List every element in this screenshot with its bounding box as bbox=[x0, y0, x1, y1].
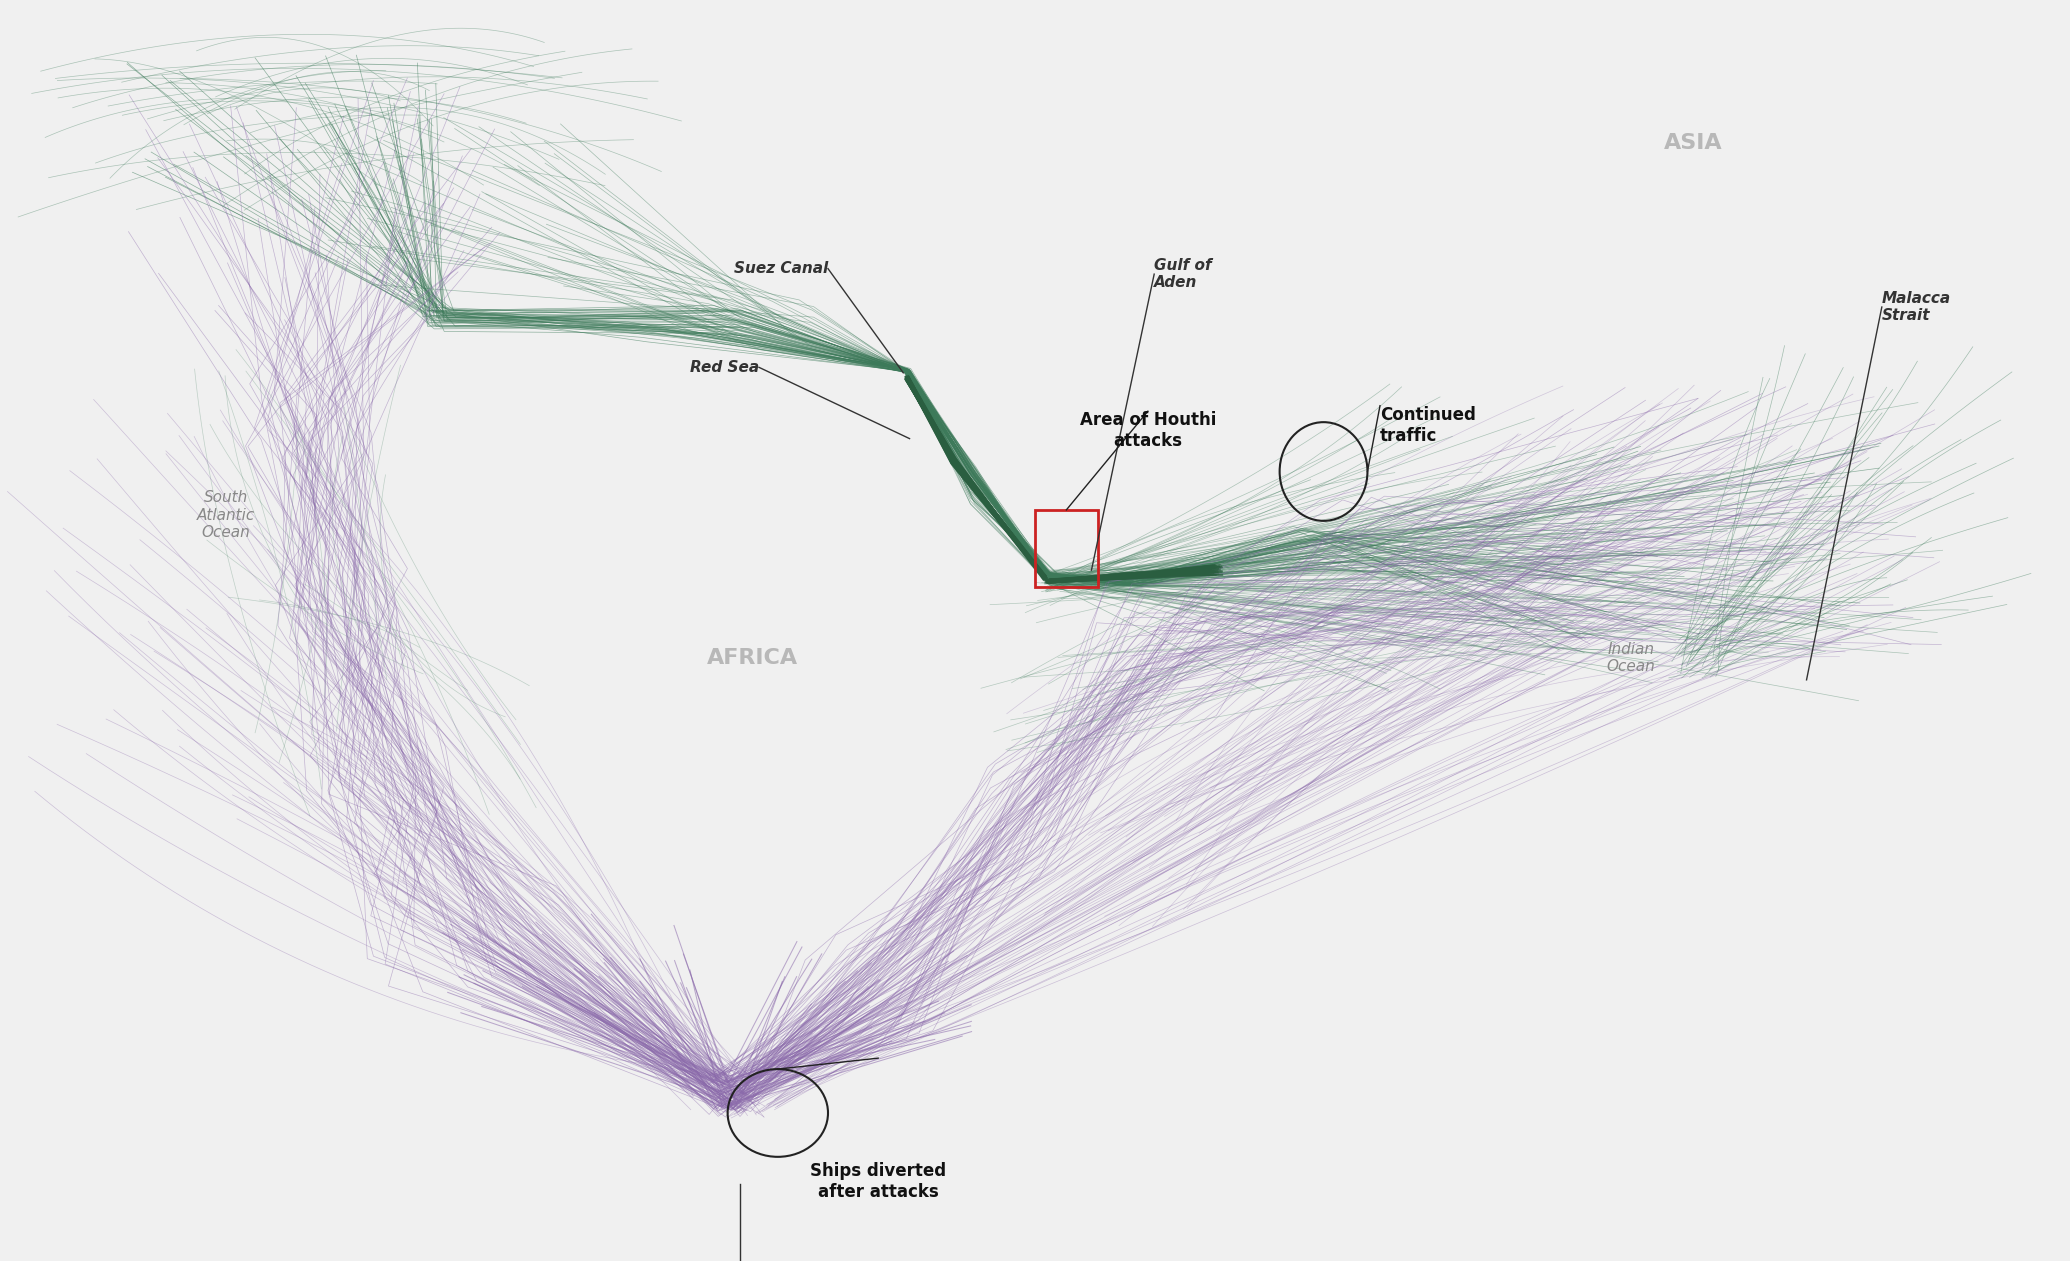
Text: ASIA: ASIA bbox=[1664, 132, 1722, 153]
Text: Area of Houthi
attacks: Area of Houthi attacks bbox=[1081, 411, 1215, 450]
Text: Malacca
Strait: Malacca Strait bbox=[1882, 291, 1950, 323]
Text: Ships diverted
after attacks: Ships diverted after attacks bbox=[809, 1163, 946, 1202]
Text: Gulf of
Aden: Gulf of Aden bbox=[1155, 259, 1211, 290]
Text: Suez Canal: Suez Canal bbox=[733, 261, 828, 276]
Text: South
Atlantic
Ocean: South Atlantic Ocean bbox=[197, 491, 255, 540]
Text: AFRICA: AFRICA bbox=[708, 648, 799, 668]
Text: Indian
Ocean: Indian Ocean bbox=[1606, 642, 1656, 675]
Text: Continued
traffic: Continued traffic bbox=[1381, 406, 1476, 445]
Text: Red Sea: Red Sea bbox=[689, 359, 760, 375]
Bar bbox=[1035, 509, 1097, 586]
